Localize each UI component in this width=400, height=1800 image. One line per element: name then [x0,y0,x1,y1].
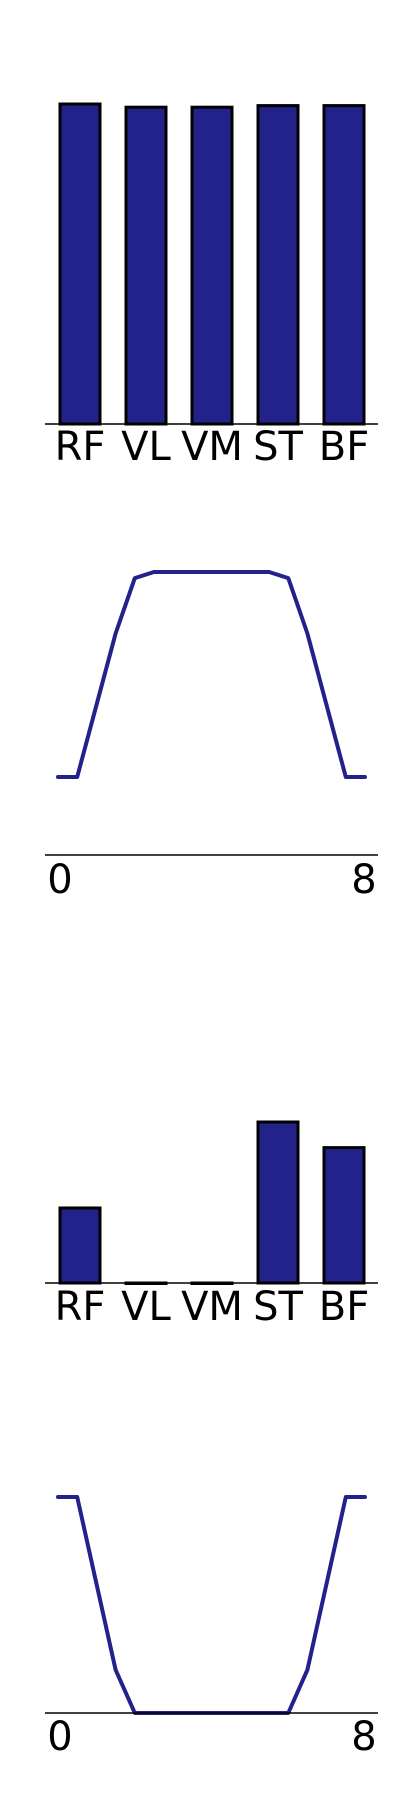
panel-1-tick-label-rf: RF [55,424,106,470]
panel-4-tick-label-start: 0 [47,1714,72,1760]
panel-1-bar-rf [58,102,102,426]
panel-1-tick-label-vm: VM [181,424,243,470]
panel-3-tick-label-rf: RF [55,1284,106,1330]
panel-3-bar-st [256,1120,300,1285]
panel-2-series-line [56,570,367,779]
panel-3-bar-rf [58,1206,102,1285]
panel-3-tick-label-vm: VM [181,1284,243,1330]
panel-3-tick-label-vl: VL [121,1284,171,1330]
panel-1-bar-st [256,104,300,426]
panel-3-bar-bf [322,1146,366,1285]
panel-3-tick-label-bf: BF [319,1284,369,1330]
panel-1-tick-label-st: ST [253,424,303,470]
panel-2-tick-label-start: 0 [47,857,72,903]
panel-4-tick-label-end: 8 [351,1714,376,1760]
panel-1-bar-vm [190,105,234,426]
panel-2-tick-label-end: 8 [351,857,376,903]
panel-1-tick-label-bf: BF [319,424,369,470]
panel-1-tick-label-vl: VL [121,424,171,470]
panel-1-bar-vl [124,105,168,426]
panel-3-tick-label-st: ST [253,1284,303,1330]
panel-1-bar-bf [322,104,366,426]
panel-4-series-line [56,1495,367,1715]
